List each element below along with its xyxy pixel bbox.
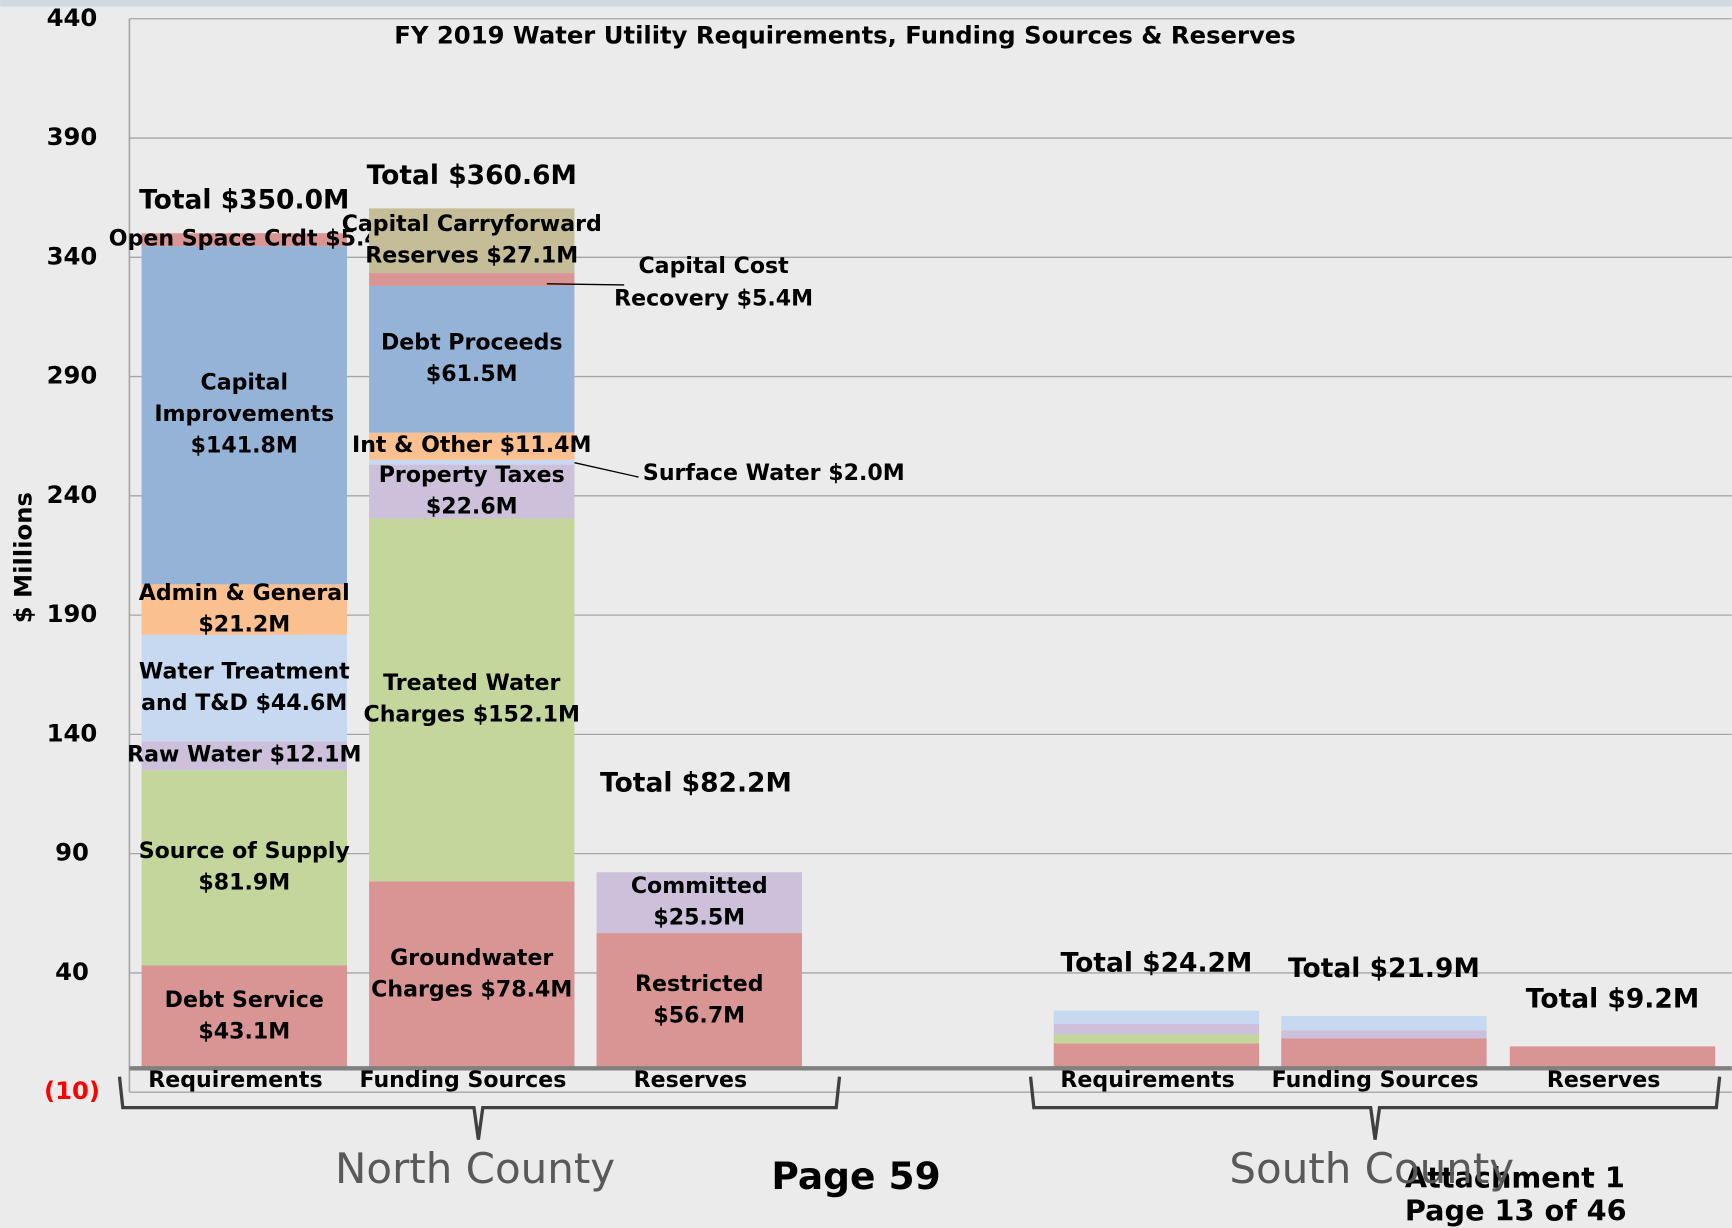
segment-label: $22.6M — [426, 494, 518, 519]
y-tick-label: 240 — [47, 480, 98, 509]
bar-segment — [369, 881, 575, 1069]
bar-segment — [369, 285, 575, 433]
total-label: Total $21.9M — [1288, 953, 1480, 984]
y-axis-label: $ Millions — [9, 492, 38, 623]
segment-label: $56.7M — [653, 1003, 745, 1028]
segment-label: Reserves $27.1M — [365, 243, 578, 268]
bar-segment — [369, 273, 575, 286]
segment-label: Charges $78.4M — [371, 978, 572, 1003]
y-tick-label: 440 — [47, 3, 98, 32]
segment-label: Int & Other $11.4M — [352, 433, 592, 458]
bar-segment — [141, 770, 347, 966]
chart-title: FY 2019 Water Utility Requirements, Fund… — [394, 20, 1295, 49]
top-band — [0, 0, 1732, 7]
bar-segment — [141, 634, 347, 742]
y-tick-label: 40 — [55, 957, 89, 986]
segment-label: Charges $152.1M — [364, 703, 580, 728]
bar-segment — [369, 208, 575, 274]
segment-label: $81.9M — [198, 871, 290, 896]
x-tick-label: Funding Sources — [359, 1068, 566, 1093]
segment-label: Recovery $5.4M — [614, 286, 813, 311]
y-tick-label: 290 — [47, 361, 98, 390]
bar-segment — [1053, 1043, 1260, 1069]
bar-segment — [1281, 1038, 1487, 1069]
bar-segment — [1053, 1010, 1260, 1024]
leader-line — [574, 462, 639, 478]
segment-label: Debt Service — [165, 988, 324, 1013]
bar-segment — [1281, 1030, 1487, 1039]
group-label: South County — [1229, 1144, 1514, 1193]
segment-label: Admin & General — [139, 581, 350, 606]
total-label: Total $9.2M — [1526, 983, 1699, 1014]
bar-segment — [1053, 1023, 1260, 1035]
bar-segment — [369, 432, 575, 460]
segment-label: Source of Supply — [139, 839, 350, 864]
bar-segment — [369, 518, 575, 882]
bar-segment — [1281, 1016, 1487, 1031]
segment-label: $141.8M — [191, 434, 298, 459]
segment-label: $61.5M — [426, 362, 518, 387]
leader-line — [546, 283, 625, 286]
bar-segment — [1053, 1034, 1260, 1044]
bar-segment — [596, 933, 802, 1069]
group-label: North County — [335, 1144, 615, 1193]
segment-label: Committed — [631, 874, 768, 899]
y-tick-label: 90 — [55, 838, 89, 867]
segment-label: and T&D $44.6M — [141, 691, 347, 716]
segment-label: Capital — [201, 371, 289, 396]
total-label: Total $24.2M — [1061, 948, 1253, 979]
group-bracket — [117, 1076, 842, 1140]
segment-label: Groundwater — [390, 946, 553, 971]
page-of: Page 13 of 46 — [1405, 1194, 1627, 1228]
segment-label: Capital Cost — [638, 254, 789, 279]
bar-segment — [141, 246, 347, 585]
bar-segment — [596, 872, 802, 934]
y-tick-label: 190 — [47, 599, 98, 628]
x-tick-label: Reserves — [634, 1068, 748, 1093]
y-tick-label: (10) — [44, 1076, 100, 1105]
attachment: Attachment 1 — [1405, 1160, 1625, 1194]
x-tick-label: Funding Sources — [1272, 1068, 1479, 1093]
segment-label: Capital Carryforward — [342, 212, 602, 237]
segment-label: Open Space Crdt $5.4 — [109, 227, 380, 252]
y-tick-label: 390 — [47, 122, 98, 151]
segment-label: $21.2M — [198, 612, 290, 637]
segment-label: Treated Water — [383, 671, 560, 696]
bar-segment — [369, 459, 575, 465]
page-number: Page 59 — [771, 1154, 940, 1198]
segment-label: Restricted — [635, 972, 764, 997]
segment-label: $43.1M — [198, 1020, 290, 1045]
bar-segment — [141, 584, 347, 635]
segment-label: Property Taxes — [379, 463, 565, 488]
bar-segment — [141, 741, 347, 771]
segment-label: Debt Proceeds — [381, 331, 563, 356]
group-bracket — [1028, 1076, 1722, 1140]
x-tick-label: Requirements — [148, 1068, 322, 1093]
total-label: Total $360.6M — [367, 160, 577, 191]
total-label: Total $350.0M — [139, 185, 349, 216]
segment-label: Water Treatment — [139, 659, 350, 684]
bar-segment — [369, 464, 575, 519]
segment-label: Surface Water $2.0M — [643, 461, 905, 486]
segment-label: Raw Water $12.1M — [127, 743, 361, 768]
y-tick-label: 140 — [47, 718, 98, 747]
x-tick-label: Reserves — [1547, 1068, 1660, 1093]
bar-segment — [141, 233, 347, 247]
bar-segment — [141, 965, 347, 1069]
segment-label: Improvements — [154, 402, 334, 427]
y-tick-label: 340 — [47, 241, 98, 270]
x-tick-label: Requirements — [1060, 1068, 1234, 1093]
segment-label: $25.5M — [653, 905, 745, 930]
bar-segment — [1509, 1046, 1716, 1069]
total-label: Total $82.2M — [600, 768, 792, 799]
